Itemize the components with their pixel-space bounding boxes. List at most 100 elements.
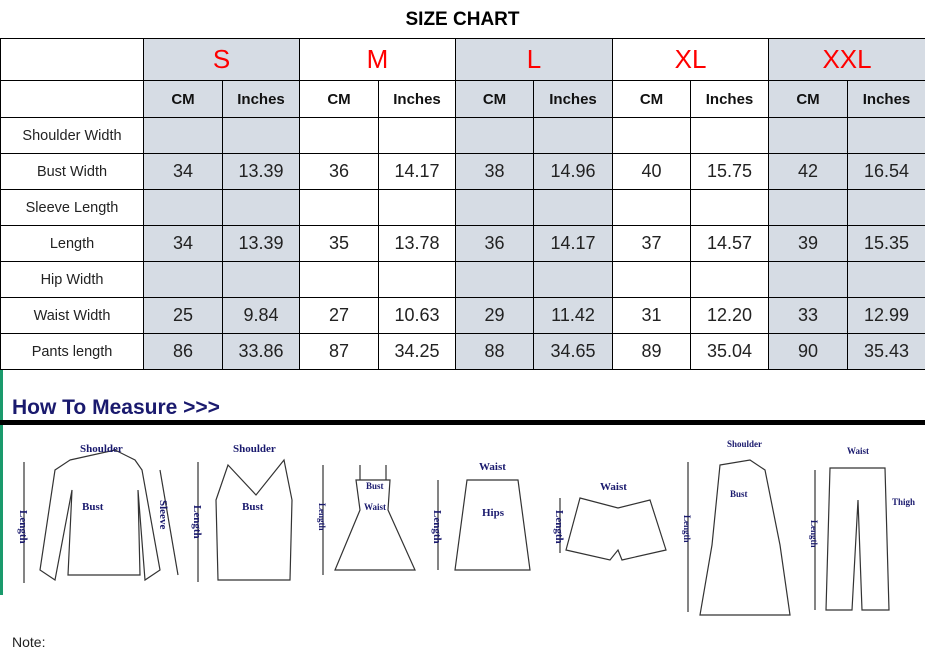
value-cell: 90 (769, 334, 848, 370)
unit-header-inches: Inches (691, 81, 769, 118)
value-cell (223, 262, 300, 298)
label-length: Length (553, 510, 565, 544)
unit-header-inches: Inches (848, 81, 925, 118)
value-cell (691, 262, 769, 298)
value-cell (144, 190, 223, 226)
value-cell (300, 118, 379, 154)
value-cell: 37 (613, 226, 691, 262)
value-cell (691, 118, 769, 154)
empty-cell (1, 39, 144, 81)
value-cell (456, 118, 534, 154)
value-cell: 89 (613, 334, 691, 370)
unit-header-cm: CM (300, 81, 379, 118)
value-cell (848, 118, 925, 154)
value-cell (144, 262, 223, 298)
label-bust: Bust (82, 501, 104, 513)
shorts-drawing (566, 498, 666, 560)
value-cell: 35.43 (848, 334, 925, 370)
value-cell: 11.42 (534, 298, 613, 334)
tank-top-drawing (216, 460, 292, 580)
row-label: Waist Width (1, 298, 144, 334)
value-cell (300, 190, 379, 226)
value-cell (848, 262, 925, 298)
value-cell: 25 (144, 298, 223, 334)
label-waist: Waist (479, 461, 506, 473)
blouse-drawing (40, 450, 160, 580)
value-cell: 13.39 (223, 226, 300, 262)
value-cell (769, 118, 848, 154)
how-to-measure-heading: How To Measure >>> (12, 396, 220, 419)
label-waist: Waist (600, 481, 627, 493)
label-shoulder: Shoulder (233, 443, 276, 455)
label-sleeve: Sleeve (157, 500, 169, 529)
value-cell: 13.39 (223, 154, 300, 190)
table-row: Hip Width (1, 262, 925, 298)
value-cell: 36 (300, 154, 379, 190)
how-to-measure-diagram: How To Measure >>> Shoulder Bust Sleeve … (0, 370, 925, 646)
value-cell (769, 262, 848, 298)
value-cell: 14.17 (534, 226, 613, 262)
label-length: Length (682, 515, 692, 543)
value-cell (769, 190, 848, 226)
value-cell: 12.20 (691, 298, 769, 334)
value-cell (534, 118, 613, 154)
value-cell: 12.99 (848, 298, 925, 334)
label-bust: Bust (366, 481, 384, 491)
label-length: Length (431, 510, 443, 544)
pants-drawing (826, 468, 889, 610)
label-length: Length (191, 505, 203, 539)
value-cell (456, 262, 534, 298)
value-cell (613, 118, 691, 154)
row-label: Pants length (1, 334, 144, 370)
size-header-xxl: XXL (769, 39, 925, 81)
value-cell: 14.96 (534, 154, 613, 190)
value-cell: 35 (300, 226, 379, 262)
unit-header-cm: CM (613, 81, 691, 118)
value-cell: 34 (144, 226, 223, 262)
heading-divider (0, 420, 925, 425)
label-length: Length (17, 510, 29, 544)
value-cell (534, 262, 613, 298)
value-cell: 38 (456, 154, 534, 190)
value-cell: 42 (769, 154, 848, 190)
size-chart-title: SIZE CHART (0, 0, 925, 38)
value-cell (379, 118, 456, 154)
value-cell (848, 190, 925, 226)
value-cell: 88 (456, 334, 534, 370)
value-cell: 34 (144, 154, 223, 190)
value-cell (300, 262, 379, 298)
value-cell: 13.78 (379, 226, 456, 262)
coat-drawing (700, 460, 790, 615)
note-label: Note: (12, 634, 45, 650)
label-waist: Waist (364, 502, 386, 512)
label-hips: Hips (482, 507, 505, 519)
unit-header-inches: Inches (223, 81, 300, 118)
value-cell: 39 (769, 226, 848, 262)
value-cell (456, 190, 534, 226)
value-cell: 10.63 (379, 298, 456, 334)
unit-header-inches: Inches (379, 81, 456, 118)
value-cell: 33.86 (223, 334, 300, 370)
value-cell (379, 190, 456, 226)
size-header-s: S (144, 39, 300, 81)
skirt-drawing (455, 480, 530, 570)
value-cell: 29 (456, 298, 534, 334)
label-length: Length (809, 520, 819, 548)
label-length: Length (317, 503, 327, 531)
value-cell: 35.04 (691, 334, 769, 370)
value-cell: 16.54 (848, 154, 925, 190)
label-shoulder: Shoulder (727, 439, 762, 449)
value-cell: 36 (456, 226, 534, 262)
value-cell: 14.57 (691, 226, 769, 262)
value-cell: 34.25 (379, 334, 456, 370)
value-cell: 34.65 (534, 334, 613, 370)
label-shoulder: Shoulder (80, 443, 123, 455)
value-cell (379, 262, 456, 298)
size-header-l: L (456, 39, 613, 81)
empty-cell (1, 81, 144, 118)
